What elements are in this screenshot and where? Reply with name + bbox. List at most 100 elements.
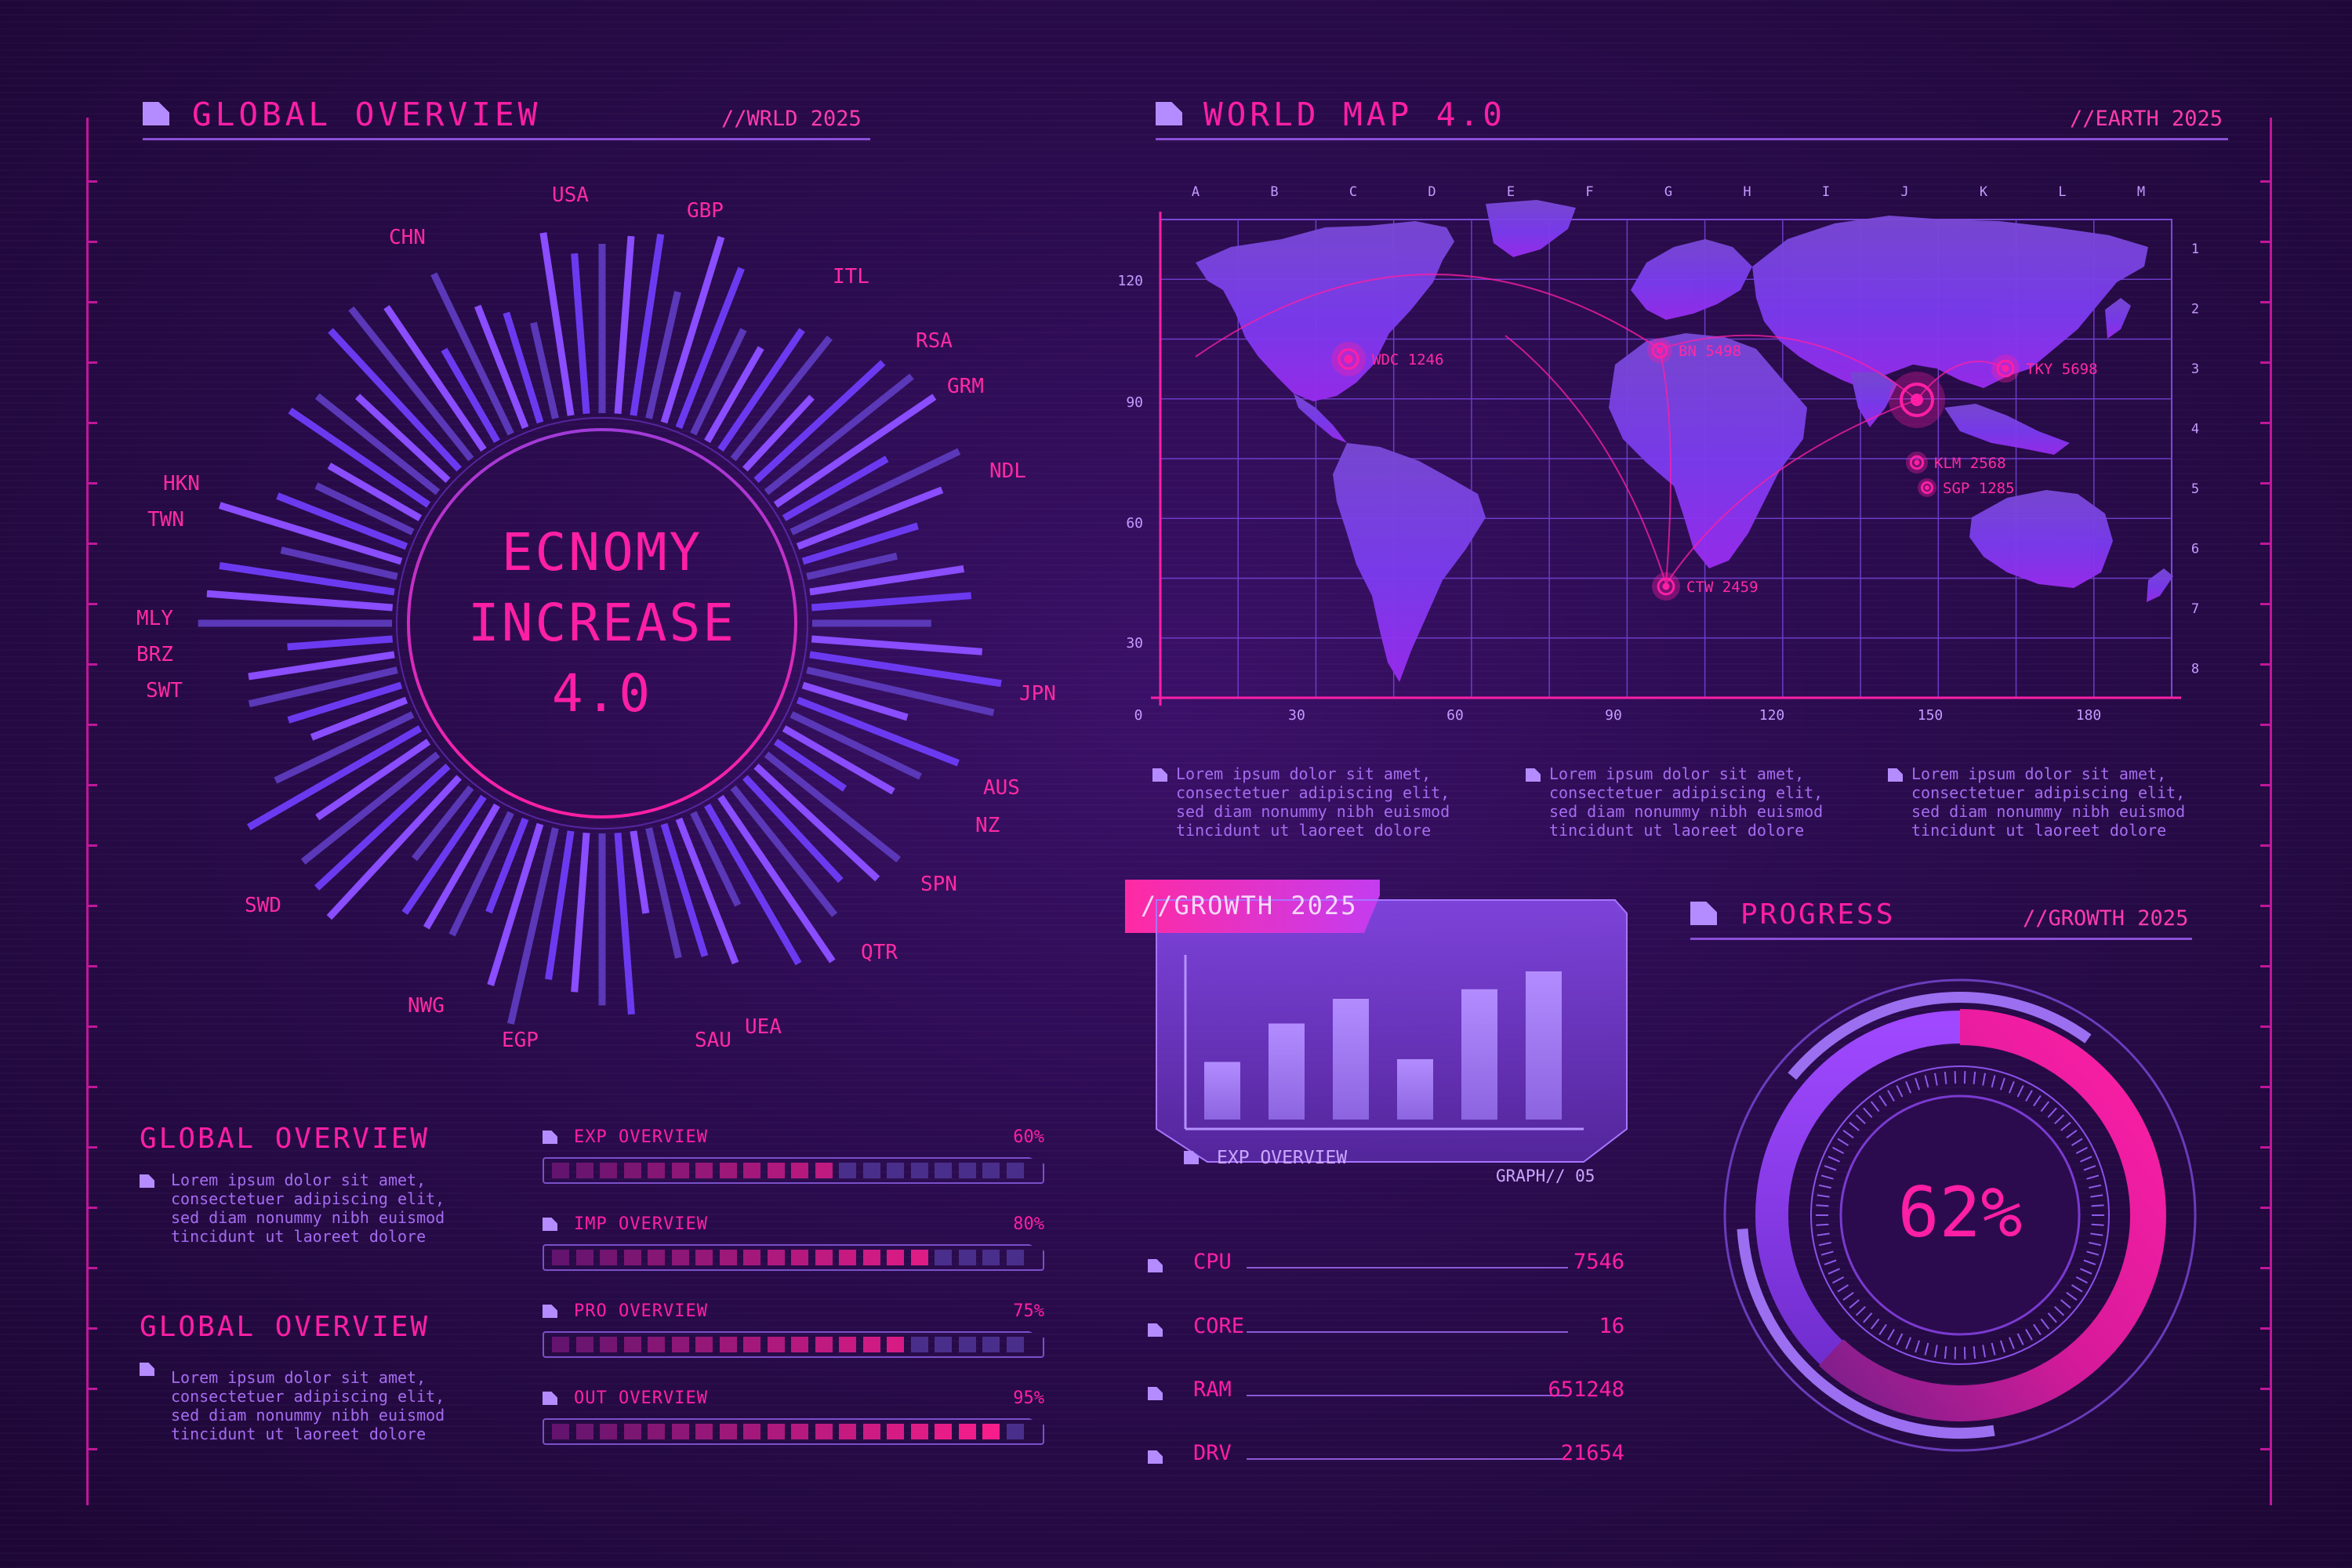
- frame-tick: [2260, 1327, 2271, 1330]
- gauge-tick: [2008, 1337, 2015, 1349]
- progress-bar-track: [543, 1331, 1044, 1358]
- country-label: MLY: [136, 607, 173, 630]
- country-label: HKN: [163, 472, 200, 495]
- route-line: [1195, 274, 1661, 358]
- progress-bar-percent: 80%: [1013, 1214, 1044, 1234]
- burst-ray: [423, 803, 500, 930]
- gauge-tick: [2054, 1305, 2065, 1316]
- progress-bar-segment: [910, 1250, 928, 1265]
- progress-bar-segment: [862, 1250, 880, 1265]
- burst-ray: [773, 739, 848, 792]
- country-label: JPN: [1019, 682, 1056, 706]
- country-label: AUS: [983, 776, 1020, 800]
- route-line: [1665, 399, 1918, 585]
- progress-bar-segment: [887, 1337, 904, 1352]
- map-hub-ring: [1900, 383, 1934, 417]
- progress-bar-segment: [982, 1424, 1000, 1439]
- map-x-tick: 0: [1134, 707, 1143, 724]
- overview-block-title: GLOBAL OVERVIEW: [140, 1311, 430, 1343]
- gauge-tick: [1842, 1291, 1854, 1301]
- overview-block-text: Lorem ipsum dolor sit amet, consectetuer…: [171, 1171, 445, 1246]
- burst-ray: [411, 785, 474, 862]
- right-frame-line: [2270, 118, 2272, 1505]
- burst-ray: [248, 666, 398, 708]
- bar-flag-icon: [543, 1305, 557, 1318]
- burst-ray: [764, 751, 902, 863]
- country-label: SWT: [146, 679, 183, 702]
- gauge-tick: [1863, 1312, 1873, 1323]
- country-label: GRM: [947, 375, 984, 398]
- gauge-tick: [1991, 1075, 1996, 1088]
- burst-outer-ring: [396, 417, 808, 829]
- map-y-tick: 60: [1126, 515, 1143, 532]
- burst-ray: [219, 562, 395, 596]
- frame-tick: [86, 965, 97, 967]
- country-label: BRZ: [136, 643, 173, 666]
- stat-leader-line: [1247, 1267, 1568, 1269]
- burst-ray: [287, 681, 403, 724]
- gauge-tick: [2071, 1284, 2083, 1293]
- burst-center-ring: [407, 428, 797, 818]
- frame-tick: [2260, 1086, 2271, 1088]
- center-title-line-2: INCREASE: [468, 593, 736, 653]
- gauge-tick: [2060, 1299, 2071, 1309]
- growth-bar: [1461, 989, 1497, 1120]
- progress-bar-segment: [862, 1337, 880, 1352]
- map-marker-label: TKY 5698: [2026, 361, 2098, 378]
- burst-ray: [806, 552, 898, 580]
- frame-tick: [86, 1327, 97, 1330]
- gauge-tick: [1824, 1259, 1837, 1265]
- frame-tick: [2260, 844, 2271, 847]
- growth-bar: [1204, 1062, 1240, 1120]
- gauge-tick: [1832, 1146, 1845, 1154]
- map-row-number: 4: [2191, 422, 2199, 437]
- burst-ray: [571, 832, 590, 993]
- nz-shape: [2147, 568, 2173, 602]
- gauge-tick: [1824, 1165, 1837, 1171]
- country-label: EGP: [502, 1029, 539, 1052]
- stat-label: DRV: [1193, 1441, 1232, 1465]
- burst-ray: [206, 590, 394, 612]
- progress-bar-segment: [887, 1163, 904, 1178]
- progress-bar-segment: [958, 1337, 976, 1352]
- stat-flag-icon: [1148, 1387, 1163, 1400]
- gauge-tick: [1817, 1232, 1830, 1236]
- frame-tick: [2260, 422, 2271, 424]
- progress-bar-segment: [575, 1163, 593, 1178]
- frame-tick: [2260, 1267, 2271, 1269]
- burst-ray: [675, 267, 745, 430]
- map-column-letter: E: [1507, 184, 1515, 200]
- map-marker-dot: [1657, 347, 1663, 354]
- frame-tick: [2260, 663, 2271, 666]
- burst-ray: [314, 482, 415, 535]
- burst-ray: [782, 725, 895, 795]
- europe-shape: [1631, 239, 1752, 320]
- progress-bar-segment: [743, 1424, 760, 1439]
- country-label: QTR: [861, 941, 898, 964]
- note-flag-icon: [140, 1363, 154, 1376]
- burst-center-title: ECNOMY INCREASE 4.0: [408, 517, 797, 729]
- bar-flag-icon: [543, 1392, 557, 1405]
- frame-tick: [2260, 1207, 2271, 1209]
- stat-value: 7546: [1573, 1250, 1624, 1274]
- gauge-tick: [2016, 1085, 2024, 1098]
- frame-tick: [86, 361, 97, 364]
- gauge-tick: [1934, 1345, 1938, 1358]
- map-row-number: 3: [2191, 361, 2199, 377]
- map-marker-label: SGP 1285: [1943, 480, 2015, 497]
- progress-bar-segment: [982, 1163, 1000, 1178]
- growth-panel-caption: EXP OVERVIEW: [1217, 1148, 1348, 1168]
- progress-bar-segment: [623, 1337, 641, 1352]
- gauge-core-ring: [1839, 1094, 2081, 1336]
- gauge-tick: [1828, 1156, 1840, 1163]
- progress-bar-segment: [1006, 1424, 1024, 1439]
- gauge-tick: [1837, 1138, 1849, 1146]
- growth-bar: [1333, 999, 1369, 1120]
- burst-ray: [704, 346, 764, 444]
- bar-flag-icon: [543, 1131, 557, 1144]
- burst-ray: [248, 651, 395, 681]
- world-map[interactable]: A B C D E F G H I J K L M 1 2 3 4 5 6 7 8 120 90 60 30 0 30 60 90 120…: [1098, 172, 2219, 737]
- progress-bar-segment: [600, 1424, 617, 1439]
- frame-tick: [2260, 965, 2271, 967]
- map-panel-title: WORLD MAP 4.0: [1203, 96, 1506, 133]
